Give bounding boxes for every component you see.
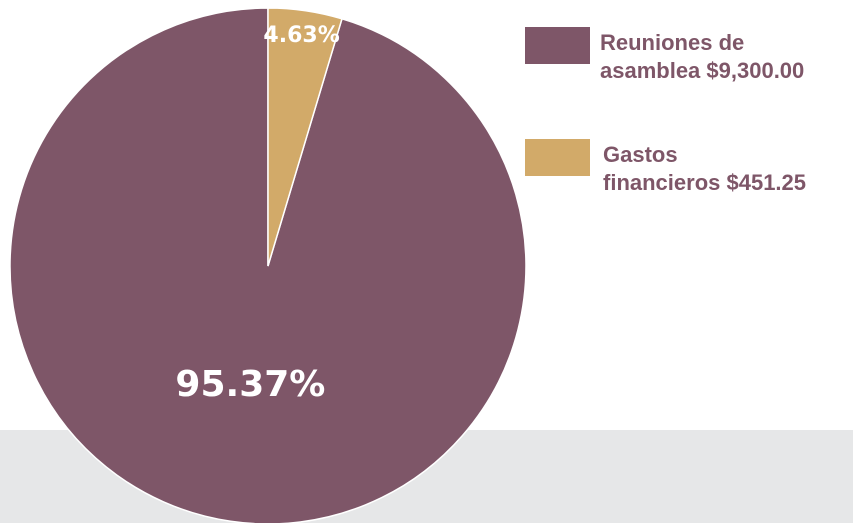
legend-label-reuniones-line2: asamblea $9,300.00 [600, 58, 805, 83]
legend-label-gastos: Gastos financieros $451.25 [603, 141, 806, 197]
slice-label-gastos: 4.63% [263, 23, 339, 48]
pie-slice-gastos [267, 7, 343, 267]
legend-swatch-reuniones [525, 27, 590, 64]
legend-label-gastos-line1: Gastos [603, 142, 678, 167]
pie-slice-reuniones [9, 7, 527, 523]
legend-label-reuniones: Reuniones de asamblea $9,300.00 [600, 29, 804, 85]
legend-swatch-gastos [525, 139, 590, 176]
legend-label-gastos-line2: financieros $451.25 [603, 170, 807, 195]
slice-label-reuniones: 95.37% [175, 364, 325, 405]
legend-label-reuniones-line1: Reuniones de [600, 30, 745, 55]
